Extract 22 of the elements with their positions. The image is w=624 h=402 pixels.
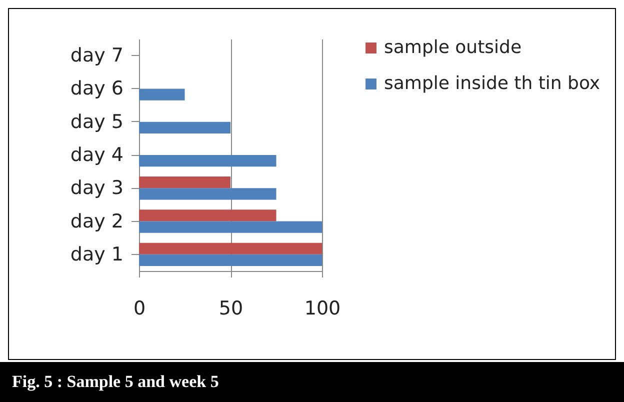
bar	[139, 221, 322, 233]
y-tick-label: day 5	[70, 110, 124, 133]
y-tick-label: day 7	[70, 44, 124, 67]
bar	[139, 122, 230, 134]
bar	[139, 242, 322, 254]
bar	[139, 210, 276, 222]
x-tick-label: 100	[304, 298, 341, 320]
caption: Fig. 5 : Sample 5 and week 5	[0, 362, 624, 402]
y-tick-label: day 6	[70, 78, 124, 100]
y-tick-label: day 1	[70, 243, 124, 266]
bar	[139, 254, 322, 266]
y-tick-label: day 3	[70, 177, 124, 200]
bar	[139, 88, 185, 100]
legend-label: sample outside	[384, 37, 522, 58]
bar	[139, 176, 230, 188]
x-tick-label: 50	[218, 298, 244, 320]
bar	[139, 155, 276, 167]
y-tick-label: day 2	[70, 210, 124, 232]
bar	[139, 188, 276, 200]
legend-label: sample inside th tin box	[384, 73, 600, 94]
x-tick-label: 0	[133, 298, 146, 320]
y-tick-label: day 4	[70, 144, 124, 166]
